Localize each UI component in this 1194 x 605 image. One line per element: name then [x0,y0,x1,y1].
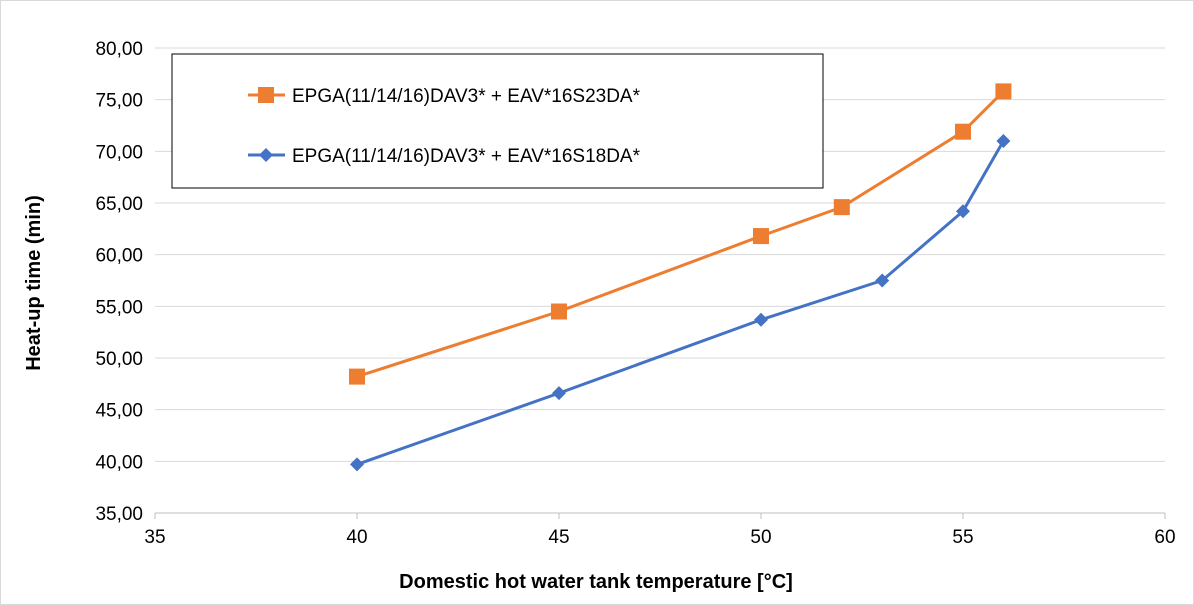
legend-label: EPGA(11/14/16)DAV3* + EAV*16S23DA* [292,86,641,107]
y-tick-label: 65,00 [95,194,143,215]
data-point-square [833,199,850,216]
y-tick-label: 40,00 [95,452,143,473]
y-tick-label: 75,00 [95,91,143,112]
x-tick-label: 35 [144,527,165,548]
y-tick-label: 35,00 [95,504,143,525]
y-tick-label: 80,00 [95,39,143,60]
series-layer [349,83,1012,472]
data-point-diamond [259,148,273,162]
series-1 [349,83,1012,385]
data-point-square [995,83,1012,100]
data-point-square [753,228,769,245]
y-tick-label: 70,00 [95,142,143,163]
legend-entry-1: EPGA(11/14/16)DAV3* + EAV*16S23DA* [248,86,641,107]
data-point-square [258,87,274,103]
legend-entry-2: EPGA(11/14/16)DAV3* + EAV*16S18DA* [248,146,641,167]
x-tick-label: 50 [750,527,771,548]
data-point-diamond [956,204,970,219]
data-point-diamond [552,386,566,401]
data-point-diamond [754,312,768,327]
data-point-square [551,303,567,320]
x-axis-title: Domestic hot water tank temperature [°C] [399,571,793,593]
series-2 [350,134,1011,472]
data-point-square [349,368,365,385]
x-tick-label: 40 [346,527,367,548]
x-tick-label: 55 [952,527,973,548]
y-tick-label: 60,00 [95,246,143,267]
legend-label: EPGA(11/14/16)DAV3* + EAV*16S18DA* [292,146,641,167]
data-point-diamond [996,134,1011,148]
axes: 35,00 40,00 45,00 50,00 55,00 60,00 65,00 70,00… [95,39,1175,548]
y-tick-label: 45,00 [95,401,143,422]
data-point-square [955,123,971,140]
data-point-diamond [350,457,364,472]
legend: EPGA(11/14/16)DAV3* + EAV*16S23DA* EPGA(1… [171,53,824,189]
x-tick-label: 60 [1154,527,1175,548]
x-tick-label: 45 [548,527,569,548]
y-axis-title: Heat-up time (min) [23,195,45,371]
data-point-diamond [875,273,890,288]
series-line [356,140,1005,466]
y-tick-label: 50,00 [95,349,143,370]
y-tick-label: 55,00 [95,297,143,318]
legend-box [171,53,824,189]
